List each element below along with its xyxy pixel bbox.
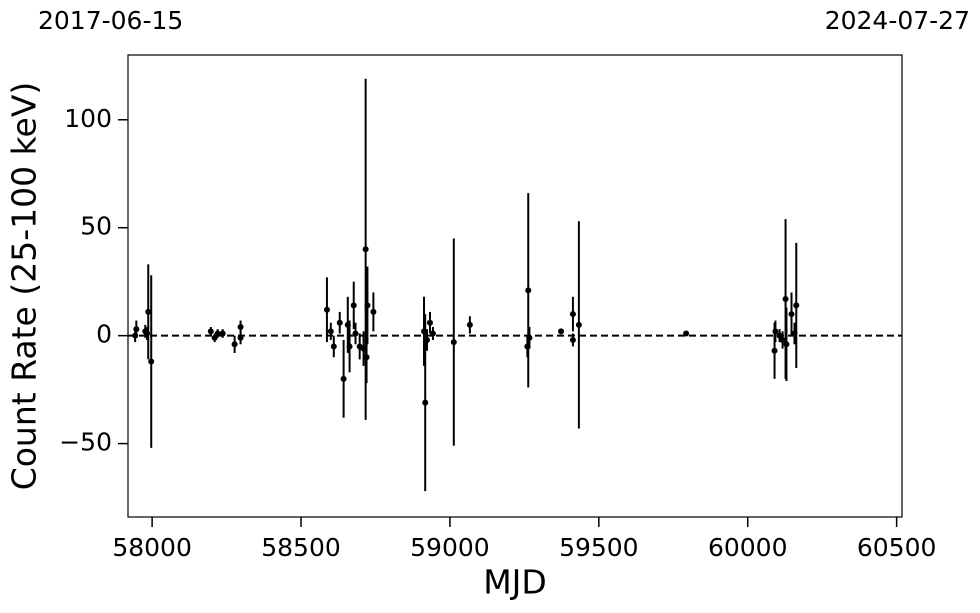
data-point	[211, 334, 218, 341]
data-point	[569, 311, 576, 318]
data-point	[145, 308, 152, 315]
y-axis-label: Count Rate (25-100 keV)	[5, 82, 44, 491]
data-point	[363, 354, 370, 361]
x-tick-label: 59000	[410, 533, 490, 562]
y-tick-label: 50	[80, 212, 112, 241]
data-point	[207, 328, 214, 335]
data-point	[336, 319, 343, 326]
data-point	[330, 343, 337, 350]
data-point	[466, 321, 473, 328]
data-point	[231, 341, 238, 348]
x-tick-label: 60500	[857, 533, 937, 562]
data-point	[362, 246, 369, 253]
data-point	[148, 358, 155, 365]
data-point	[526, 334, 533, 341]
x-tick-label: 60000	[708, 533, 788, 562]
y-tick-label: −50	[59, 428, 112, 457]
data-point	[144, 330, 151, 337]
data-point	[524, 343, 531, 350]
data-point	[323, 306, 330, 313]
data-point	[779, 336, 786, 343]
data-point	[771, 347, 778, 354]
data-point	[426, 319, 433, 326]
data-point	[346, 343, 353, 350]
data-point	[360, 345, 367, 352]
data-point	[214, 330, 221, 337]
data-point	[450, 339, 457, 346]
data-point	[340, 375, 347, 382]
data-point	[793, 302, 800, 309]
data-point	[219, 330, 226, 337]
data-point	[132, 332, 139, 339]
data-point	[133, 326, 140, 333]
data-point	[788, 311, 795, 318]
data-point	[237, 334, 244, 341]
x-tick-label: 59500	[559, 533, 639, 562]
data-point	[569, 336, 576, 343]
end-date: 2024-07-27	[825, 6, 970, 35]
data-point	[350, 302, 357, 309]
data-point	[683, 330, 690, 337]
plot-frame	[127, 54, 903, 518]
data-point	[423, 336, 430, 343]
data-point	[344, 321, 351, 328]
data-point	[429, 330, 436, 337]
data-point	[791, 330, 798, 337]
data-point	[782, 295, 789, 302]
data-point	[370, 308, 377, 315]
x-tick-label: 58500	[261, 533, 341, 562]
data-point	[364, 302, 371, 309]
data-point	[776, 332, 783, 339]
data-point	[575, 321, 582, 328]
data-point	[327, 328, 334, 335]
start-date: 2017-06-15	[38, 6, 183, 35]
data-point	[237, 324, 244, 331]
data-point	[772, 328, 779, 335]
y-tick-label: 0	[96, 320, 112, 349]
data-point	[525, 287, 532, 294]
data-point	[558, 328, 565, 335]
data-point	[421, 328, 428, 335]
x-axis-label: MJD	[483, 563, 547, 602]
x-tick-label: 58000	[112, 533, 192, 562]
y-tick-label: 100	[64, 104, 112, 133]
data-point	[783, 341, 790, 348]
data-point	[352, 330, 359, 337]
data-point	[422, 399, 429, 406]
